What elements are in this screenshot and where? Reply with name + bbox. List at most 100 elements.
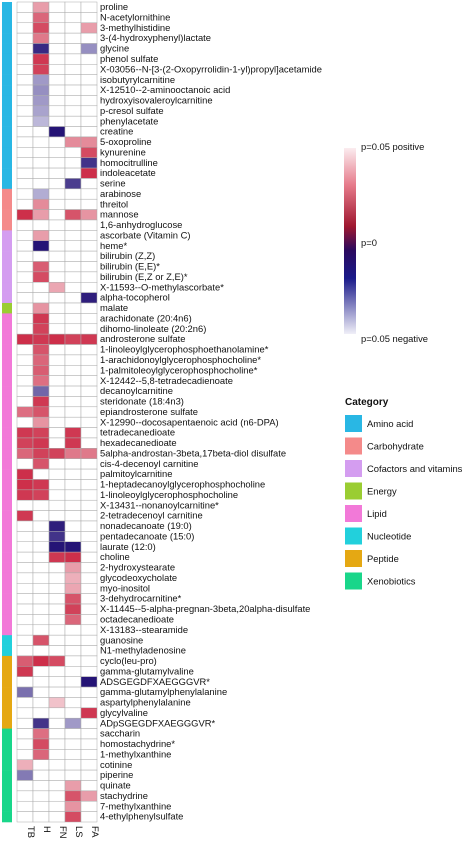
heatmap-cell	[80, 74, 98, 86]
category-cell	[2, 448, 12, 460]
heatmap-cell	[64, 105, 82, 117]
category-cell	[2, 572, 12, 584]
row-label: X-03056--N-[3-(2-Oxopyrrolidin-1-yl)prop…	[100, 63, 322, 74]
heatmap-cell	[32, 416, 50, 428]
heatmap-cell	[48, 583, 66, 594]
column-label: FN	[58, 826, 69, 839]
heatmap-cell	[48, 136, 66, 148]
heatmap-cell	[16, 323, 34, 335]
category-legend-title: Category	[345, 397, 389, 408]
category-cell	[2, 541, 12, 553]
heatmap-cell	[80, 666, 98, 677]
category-cell	[2, 334, 12, 345]
heatmap-cell	[80, 655, 98, 667]
category-cell	[2, 375, 12, 387]
heatmap-cell	[80, 437, 98, 449]
category-cell	[2, 624, 12, 636]
heatmap-cell	[16, 697, 34, 709]
heatmap-cell	[48, 697, 66, 709]
heatmap-cell	[48, 147, 66, 158]
category-cell	[2, 780, 12, 792]
category-strip	[2, 2, 12, 823]
heatmap-cell	[32, 157, 50, 169]
heatmap-cell	[80, 603, 98, 615]
heatmap-cell	[80, 614, 98, 626]
category-cell	[2, 251, 12, 262]
row-label: ADSGEGDFXAEGGGVR*	[100, 676, 210, 687]
heatmap-cell	[32, 427, 50, 439]
heatmap-cell	[64, 178, 82, 190]
heatmap-cell	[16, 32, 34, 44]
heatmap-cell	[32, 385, 50, 397]
heatmap-cell	[80, 12, 98, 24]
heatmap-cell	[48, 759, 66, 771]
heatmap-cell	[80, 520, 98, 532]
heatmap-cell	[64, 572, 82, 584]
category-cell	[2, 64, 12, 75]
row-label: homostachydrine*	[100, 738, 175, 749]
heatmap-cell	[80, 323, 98, 335]
row-label: homocitrulline	[100, 157, 158, 168]
heatmap-cell	[80, 209, 98, 221]
heatmap-cell	[32, 43, 50, 55]
row-label: tetradecanedioate	[100, 427, 175, 438]
heatmap-cell	[16, 12, 34, 24]
heatmap-cell	[80, 84, 98, 96]
heatmap-cell	[48, 333, 66, 345]
category-legend-label: Xenobiotics	[367, 576, 416, 587]
heatmap-cell	[32, 499, 50, 511]
heatmap-cell	[80, 43, 98, 55]
heatmap-cell	[48, 717, 66, 729]
category-cell	[2, 43, 12, 55]
row-label: 2-hydroxystearate	[100, 562, 175, 573]
heatmap-cell	[16, 53, 34, 65]
heatmap-cell	[80, 572, 98, 584]
heatmap-cell	[64, 64, 82, 75]
category-swatch	[345, 505, 362, 522]
heatmap-cell	[48, 240, 66, 252]
heatmap-cell	[64, 354, 82, 366]
heatmap-cell	[64, 738, 82, 750]
category-cell	[2, 406, 12, 418]
row-label: piperine	[100, 769, 133, 780]
heatmap-cell	[80, 365, 98, 376]
heatmap-cell	[16, 499, 34, 511]
heatmap-cell	[80, 468, 98, 480]
heatmap-cell	[32, 666, 50, 677]
heatmap-cell	[48, 167, 66, 179]
heatmap-cell	[80, 344, 98, 356]
category-cell	[2, 136, 12, 148]
heatmap-cell	[32, 603, 50, 615]
heatmap-cell	[32, 769, 50, 781]
heatmap-cell	[16, 313, 34, 325]
heatmap-cell	[64, 520, 82, 532]
heatmap-cell	[48, 655, 66, 667]
heatmap-cell	[48, 375, 66, 387]
heatmap-cell	[32, 313, 50, 325]
heatmap-cell	[32, 53, 50, 65]
category-cell	[2, 759, 12, 771]
heatmap-cell	[48, 406, 66, 418]
heatmap-cell	[32, 271, 50, 283]
category-cell	[2, 292, 12, 304]
heatmap-cell	[32, 676, 50, 688]
heatmap-cell	[64, 406, 82, 418]
row-label: decanoylcarnitine	[100, 385, 173, 396]
row-label: 4-ethylphenylsulfate	[100, 811, 183, 822]
heatmap-cell	[16, 230, 34, 241]
heatmap-cell	[48, 302, 66, 314]
heatmap-cell	[64, 344, 82, 356]
heatmap-cell	[80, 157, 98, 169]
row-label: epiandrosterone sulfate	[100, 406, 198, 417]
heatmap-cell	[32, 614, 50, 626]
row-label: 2-tetradecenoyl carnitine	[100, 510, 203, 521]
row-label: stachydrine	[100, 790, 148, 801]
row-label: proline	[100, 1, 128, 12]
row-label: alpha-tocopherol	[100, 292, 170, 303]
heatmap-cell	[80, 32, 98, 44]
heatmap-cell	[48, 344, 66, 356]
heatmap-cell	[64, 624, 82, 636]
category-cell	[2, 323, 12, 335]
row-label: palmitoylcarnitine	[100, 468, 172, 479]
category-cell	[2, 614, 12, 626]
